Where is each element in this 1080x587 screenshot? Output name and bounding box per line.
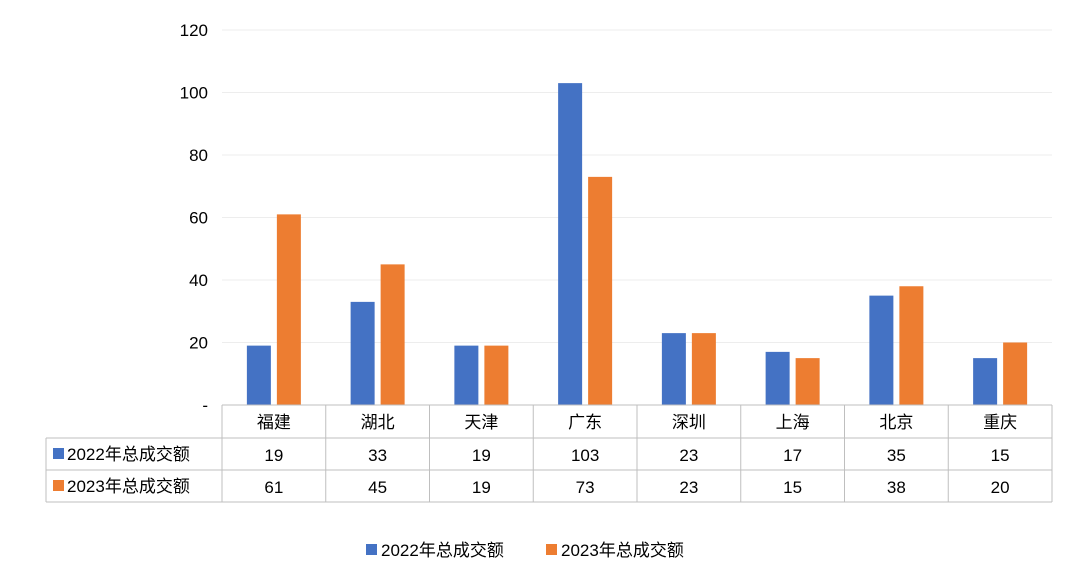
bar-2023	[795, 358, 820, 405]
table-cell-2023: 45	[368, 478, 387, 497]
category-label: 深圳	[672, 413, 706, 432]
legend-label-2023: 2023年总成交额	[561, 541, 684, 560]
data-table: 福建 湖北 天津 广东 深圳 上海 北京 重庆 2022年总成交额 2023年总成交额 19 61 33…	[45, 404, 1053, 503]
table-cell-2022: 17	[783, 446, 802, 465]
table-cell-2022: 23	[679, 446, 698, 465]
legend-key-2022	[53, 448, 64, 459]
category-label: 湖北	[361, 413, 395, 432]
category-label: 福建	[257, 413, 291, 432]
legend: 2022年总成交额 2023年总成交额	[366, 541, 684, 560]
table-row-header-2023: 2023年总成交额	[67, 477, 190, 496]
y-tick-label: 120	[180, 21, 208, 40]
bar-2022	[350, 301, 375, 405]
table-cell-2023: 38	[887, 478, 906, 497]
category-label: 上海	[776, 413, 810, 432]
table-cell-2022: 103	[571, 446, 599, 465]
table-cell-2023: 61	[264, 478, 283, 497]
bar-2023	[484, 345, 509, 405]
grid-lines	[222, 29, 1052, 343]
bar-2022	[558, 83, 583, 405]
bar-2023	[276, 214, 301, 405]
legend-key-2023	[53, 480, 64, 491]
table-cell-2023: 23	[679, 478, 698, 497]
bar-2022	[454, 345, 479, 405]
table-cell-2022: 15	[991, 446, 1010, 465]
bar-2022	[765, 351, 790, 405]
table-cell-2023: 19	[472, 478, 491, 497]
bar-2023	[691, 333, 716, 405]
table-cell-2022: 35	[887, 446, 906, 465]
legend-label-2022: 2022年总成交额	[381, 541, 504, 560]
y-tick-label: 60	[189, 209, 208, 228]
table-cell-2023: 15	[783, 478, 802, 497]
table-cell-2022: 19	[472, 446, 491, 465]
y-tick-label: -	[202, 396, 208, 415]
bar-2023	[380, 264, 405, 405]
y-tick-label: 80	[189, 146, 208, 165]
y-tick-label: 20	[189, 334, 208, 353]
category-label: 天津	[464, 413, 498, 432]
bars	[246, 83, 1028, 405]
bar-2022	[246, 345, 271, 405]
bar-2022	[869, 295, 894, 405]
table-cell-2023: 20	[991, 478, 1010, 497]
legend-swatch-2022	[366, 544, 377, 555]
y-tick-label: 100	[180, 84, 208, 103]
y-tick-label: 40	[189, 271, 208, 290]
table-cell-2023: 73	[576, 478, 595, 497]
category-label: 广东	[568, 413, 602, 432]
bar-2022	[973, 358, 998, 405]
y-axis: - 20 40 60 80 100 120	[180, 21, 208, 415]
bar-2023	[1003, 342, 1028, 405]
table-cell-2022: 33	[368, 446, 387, 465]
table-row-header-2022: 2022年总成交额	[67, 445, 190, 464]
category-label: 重庆	[983, 413, 1017, 432]
table-cell-2022: 19	[264, 446, 283, 465]
legend-swatch-2023	[546, 544, 557, 555]
category-label: 北京	[879, 413, 913, 432]
bar-2023	[899, 286, 924, 405]
bar-2023	[588, 176, 613, 405]
bar-2022	[661, 333, 686, 405]
